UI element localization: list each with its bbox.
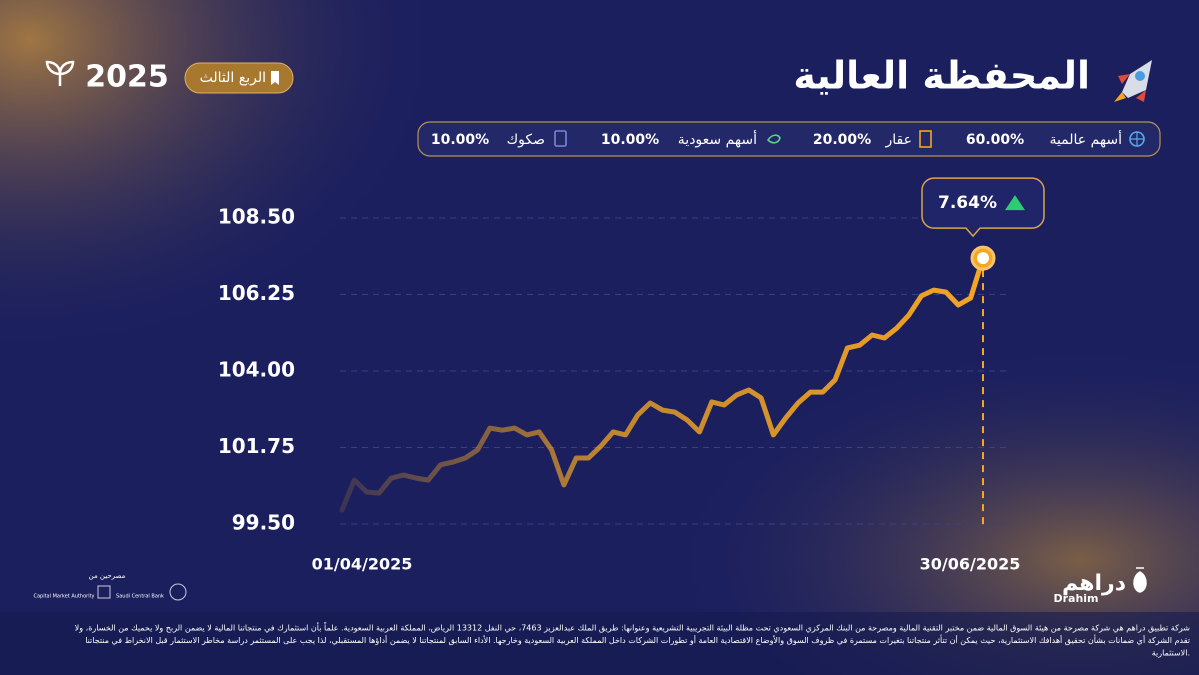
callout [921, 177, 1045, 238]
rocket-icon [1114, 60, 1152, 102]
allocation-value: 20.00% [813, 132, 871, 148]
y-tick-label: 99.50 [232, 511, 295, 535]
footer-band [0, 612, 1199, 675]
allocation-name: عقار [885, 132, 912, 148]
end-point-center [977, 252, 989, 265]
allocation-value: 10.00% [601, 132, 659, 148]
quarter-pill [184, 62, 294, 94]
allocation-name: أسهم عالمية [1049, 130, 1122, 148]
brand-name: دراهم [1062, 571, 1126, 596]
authority-logo [97, 585, 111, 599]
disclaimer-line: الاستثمارية. [1152, 649, 1190, 658]
brand-icon [1133, 567, 1147, 593]
bank-name: Saudi Central Bank [116, 594, 164, 600]
allocation-value: 10.00% [431, 132, 489, 148]
year: 2025 [85, 60, 169, 95]
y-tick-label: 106.25 [218, 281, 295, 305]
allocation-value: 60.00% [966, 132, 1024, 148]
y-tick-label: 101.75 [218, 434, 295, 458]
disclaimer: شركة تطبيق دراهم هي شركة مصرحة من هيئة ا… [75, 622, 1191, 658]
y-tick-label: 104.00 [218, 358, 295, 382]
bank-logo [169, 583, 187, 601]
line [339, 255, 986, 513]
allocation-name: أسهم سعودية [678, 130, 757, 148]
y-tick-label: 108.50 [218, 205, 295, 229]
x-tick-label: 01/04/2025 [312, 555, 413, 574]
sponsors-label: مصرحين من [89, 572, 126, 580]
quarter: الربع الثالث [200, 70, 266, 86]
plot-area: 99.50 101.75 104.00 106.25 108.50 01/04/2025 3… [218, 177, 1045, 574]
up-triangle [1005, 195, 1025, 211]
allocation-name: صكوك [507, 132, 545, 148]
title: المحفظة العالية [793, 54, 1090, 98]
change-label: 7.64% [938, 193, 997, 213]
brand-latin: Drahim [1053, 592, 1098, 605]
disclaimer-line: شركة تطبيق دراهم هي شركة مصرحة من هيئة ا… [75, 622, 1191, 633]
disclaimer-line: تقدم الشركة أي ضمانات بشأن تحقيق أهدافك … [85, 634, 1190, 645]
allocation-bar [417, 121, 1161, 157]
allocation-icons [554, 130, 1145, 148]
allocation-list: أسهم عالمية 60.00% عقار 20.00% أسهم سعودية 10… [431, 130, 1122, 148]
bookmark-icon [271, 71, 279, 85]
leaf-icon [45, 60, 75, 86]
x-tick-label: 30/06/2025 [920, 555, 1021, 574]
authority-name: Capital Market Authority [33, 594, 94, 600]
